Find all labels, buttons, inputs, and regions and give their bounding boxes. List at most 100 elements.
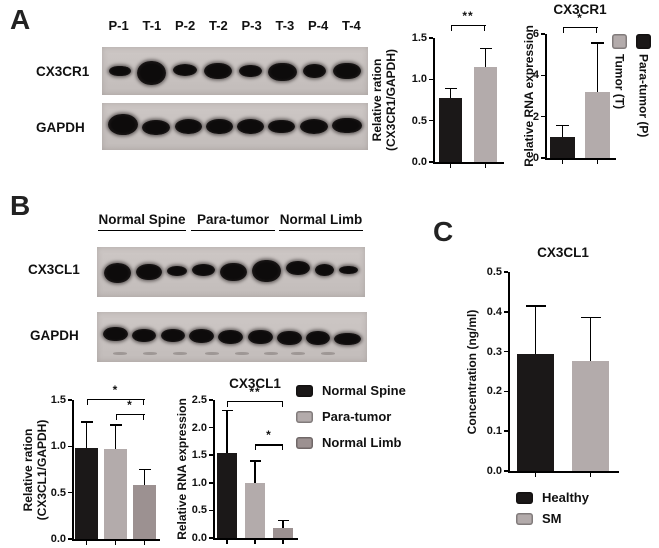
panel-c-label: C [433, 216, 454, 247]
y-tick-mark [541, 33, 545, 35]
y-tick-mark [504, 470, 508, 472]
y-tick-mark [68, 399, 72, 401]
x-axis [508, 471, 619, 473]
lane-label: T-2 [208, 18, 228, 33]
y-tick-label: 1.5 [191, 449, 207, 462]
y-tick-mark [68, 491, 72, 494]
error-bar-cap [80, 421, 93, 423]
protein-band [132, 328, 157, 342]
x-axis [213, 538, 298, 540]
error-bar-cap [479, 47, 492, 50]
error-bar-cap [249, 460, 261, 462]
chart-relative-ratio-cx3cr1: Relative ration (CX3CR1/GAPDH) 0.0 0.5 1.0 1… [370, 9, 505, 170]
bar [474, 66, 497, 162]
error-bar [449, 87, 452, 101]
chart-title: CX3CL1 [229, 376, 281, 391]
x-tick-mark [589, 472, 592, 477]
legend-label-normal-limb: Normal Limb [322, 435, 402, 450]
protein-band [160, 328, 185, 342]
legend-swatch-para-tumor [636, 34, 651, 49]
legend-label-para-tumor: Para-tumor (P) [636, 54, 651, 138]
group-label-normal-limb: Normal Limb [279, 212, 363, 231]
x-tick-mark [596, 159, 599, 164]
lane-label: T-4 [341, 18, 361, 33]
legend-label-para-tumor-b: Para-tumor [322, 409, 392, 424]
x-tick-mark [282, 539, 284, 544]
error-bar-cap [580, 316, 601, 319]
legend-label-normal-spine: Normal Spine [322, 383, 406, 398]
y-axis-label: Relative RNA expression [175, 398, 190, 540]
bar [439, 98, 462, 162]
y-tick-label: 6 [532, 28, 539, 40]
protein-band [238, 65, 262, 77]
error-bar [114, 424, 117, 452]
chart-concentration-cx3cl1: CX3CL1 Concentration (ng/ml) 0.0 0.1 0.2 0.3 0… [440, 240, 645, 480]
y-tick-mark [504, 430, 508, 432]
x-axis [545, 158, 616, 160]
significance-label: * [127, 397, 133, 412]
chart-title: CX3CR1 [553, 2, 607, 17]
x-tick-mark [226, 539, 228, 544]
y-tick-label: 2.5 [191, 394, 207, 406]
y-tick-mark [541, 74, 545, 77]
protein-band [191, 264, 215, 276]
significance-bracket-leg [115, 413, 117, 420]
bar [75, 448, 98, 539]
error-bar [534, 305, 537, 356]
y-tick-label: 0.0 [191, 532, 207, 544]
legend-label-healthy: Healthy [542, 490, 589, 505]
legend-item-normal-spine: Normal Spine [296, 383, 406, 398]
protein-band [338, 265, 359, 275]
protein-band [109, 65, 131, 77]
legend-swatch-healthy [516, 491, 533, 504]
significance-bracket [450, 24, 486, 27]
legend-item-para-tumor: Para-tumor (P) [636, 34, 651, 137]
protein-band [220, 263, 247, 281]
western-blot-gapdh-b [97, 312, 367, 362]
x-tick-mark [449, 163, 452, 168]
y-tick-mark [209, 399, 213, 401]
error-bar [282, 519, 284, 531]
protein-band [174, 119, 202, 134]
significance-bracket-leg [562, 26, 564, 33]
y-tick-label: 1.0 [191, 476, 207, 489]
y-tick-label: 0.0 [411, 156, 427, 168]
y-tick-label: 4 [532, 69, 539, 82]
protein-band [315, 264, 334, 276]
y-tick-mark [504, 390, 508, 393]
legend-swatch-para-tumor-b [296, 410, 313, 423]
blot-smudge [291, 352, 306, 355]
protein-band [276, 330, 303, 346]
significance-bracket [255, 444, 283, 446]
significance-bracket [562, 26, 598, 29]
x-axis [72, 539, 160, 541]
protein-band [136, 264, 162, 280]
error-bar-cap [138, 468, 151, 471]
y-tick-label: 0.4 [486, 305, 502, 318]
significance-bracket-leg [86, 399, 88, 406]
significance-bracket [86, 399, 145, 401]
significance-bracket-leg [281, 444, 283, 451]
significance-bracket [115, 413, 145, 416]
y-tick-label: 1.5 [50, 394, 66, 406]
y-tick-mark [504, 311, 508, 313]
bar [550, 137, 575, 158]
band-row [102, 103, 368, 150]
blot-row-label-gapdh-b: GAPDH [30, 328, 79, 343]
blot-row-label-cx3cl1: CX3CL1 [28, 262, 80, 277]
error-bar [254, 460, 256, 486]
significance-label: * [112, 383, 119, 398]
significance-label: * [577, 10, 583, 25]
band-row [102, 47, 368, 95]
y-tick-mark [209, 426, 213, 429]
error-bar-cap [525, 305, 546, 307]
y-tick-label: 0.0 [50, 533, 66, 545]
blot-smudge [113, 352, 128, 355]
y-tick-label: 0.1 [486, 425, 502, 438]
blot-smudge [234, 352, 249, 355]
error-bar [589, 316, 592, 363]
y-axis [433, 38, 435, 164]
y-tick-label: 0 [532, 152, 539, 164]
protein-band [332, 62, 361, 80]
